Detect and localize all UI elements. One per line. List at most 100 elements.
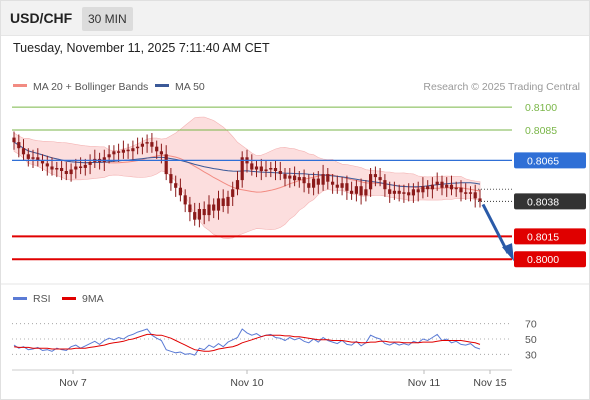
rsi-ma-line xyxy=(13,333,481,352)
candle-body xyxy=(340,183,344,188)
candle-body xyxy=(250,163,254,170)
x-tick-label: Nov 10 xyxy=(230,377,263,389)
candle-body xyxy=(212,204,216,211)
support-price-box xyxy=(514,251,586,268)
candle-body xyxy=(454,187,458,190)
candle-body xyxy=(240,157,244,181)
candle-body xyxy=(449,184,454,190)
chart-header: USD/CHF 30 MIN xyxy=(0,0,590,36)
candle-body xyxy=(478,198,482,202)
candle-body xyxy=(402,192,406,194)
forecast-arrow xyxy=(481,203,510,254)
x-tick-label: Nov 7 xyxy=(59,377,87,389)
candle-body xyxy=(107,154,111,158)
candle-body xyxy=(17,142,21,149)
candle-body xyxy=(259,166,263,172)
candle-body xyxy=(197,209,201,220)
candle-body xyxy=(193,212,197,220)
candle-body xyxy=(55,168,59,170)
candle-body xyxy=(12,137,16,143)
bollinger-bands xyxy=(13,116,481,240)
candle-body xyxy=(207,204,211,216)
candle-body xyxy=(183,195,187,205)
candle-body xyxy=(388,189,392,194)
target-level-label: 0.8085 xyxy=(525,125,557,137)
ma20-legend-label: MA 20 + Bollinger Bands xyxy=(33,81,148,93)
support-level-label: 0.8000 xyxy=(527,254,559,266)
candle-body xyxy=(468,192,473,194)
rsi-line xyxy=(13,328,481,356)
candle-body xyxy=(392,190,396,194)
candle-body xyxy=(102,157,106,162)
candle-body xyxy=(331,181,335,185)
candle-body xyxy=(21,148,26,155)
candle-body xyxy=(40,160,45,164)
research-credit: Research © 2025 Trading Central xyxy=(423,81,580,93)
candle-body xyxy=(216,198,221,211)
candle-body xyxy=(383,180,387,190)
candle-body xyxy=(426,186,430,190)
rsi-tick-label: 70 xyxy=(525,319,537,331)
candle-body xyxy=(226,196,230,206)
candle-body xyxy=(421,186,425,193)
resistance-level-label: 0.8065 xyxy=(527,155,559,167)
candle-body xyxy=(31,157,35,159)
candle-body xyxy=(459,187,463,193)
rsi-tick-label: 50 xyxy=(525,334,537,346)
candle-body xyxy=(159,151,163,155)
candle-body xyxy=(264,169,268,171)
candle-body xyxy=(411,189,415,196)
candle-body xyxy=(345,183,349,191)
x-tick-label: Nov 15 xyxy=(473,377,506,389)
x-tick-label: Nov 11 xyxy=(408,377,441,389)
candle-body xyxy=(88,161,92,165)
candle-body xyxy=(45,163,49,167)
candle-body xyxy=(378,177,382,181)
candle-body xyxy=(50,166,54,170)
rsi-ma-legend-label: 9MA xyxy=(82,293,104,305)
candle-body xyxy=(74,166,78,170)
candle-body xyxy=(254,166,259,170)
last-price-label: 0.8038 xyxy=(527,196,559,208)
timeframe-button[interactable]: 30 MIN xyxy=(82,7,133,31)
candle-body xyxy=(60,168,64,171)
candle-body xyxy=(36,157,40,161)
candle-body xyxy=(373,174,377,178)
rsi-legend-swatch xyxy=(13,297,27,300)
candle-body xyxy=(221,198,225,206)
candle-body xyxy=(359,186,363,196)
candle-body xyxy=(136,146,140,149)
candle-body xyxy=(64,171,68,174)
timestamp: Tuesday, November 11, 2025 7:11:40 AM CE… xyxy=(13,41,270,55)
support-price-box xyxy=(514,228,586,245)
candle-body xyxy=(440,181,444,188)
candle-body xyxy=(202,209,206,216)
last-price-box xyxy=(514,193,586,210)
candle-body xyxy=(231,189,235,197)
candle-body xyxy=(79,166,83,168)
candle-body xyxy=(326,174,330,182)
candle-body xyxy=(302,177,306,184)
forecast-arrow-head xyxy=(502,243,514,262)
candle-body xyxy=(312,178,316,188)
candle-body xyxy=(416,189,420,193)
candle-body xyxy=(69,169,73,175)
candle-body xyxy=(150,142,154,147)
candle-body xyxy=(121,149,125,153)
candle-body xyxy=(464,192,468,194)
ma50-legend-label: MA 50 xyxy=(175,81,205,93)
rsi-ma-legend-swatch xyxy=(62,297,76,300)
candle-body xyxy=(407,192,411,196)
candle-body xyxy=(435,181,439,185)
candle-body xyxy=(26,154,30,159)
candle-body xyxy=(307,183,311,188)
candle-body xyxy=(397,190,401,194)
candle-body xyxy=(369,174,373,190)
candle-body xyxy=(473,192,477,199)
candle-body xyxy=(83,164,87,168)
candle-body xyxy=(273,168,278,171)
candle-body xyxy=(131,148,135,152)
ma20-legend-swatch xyxy=(13,84,27,87)
candle-body xyxy=(288,175,292,179)
candle-body xyxy=(364,189,368,196)
